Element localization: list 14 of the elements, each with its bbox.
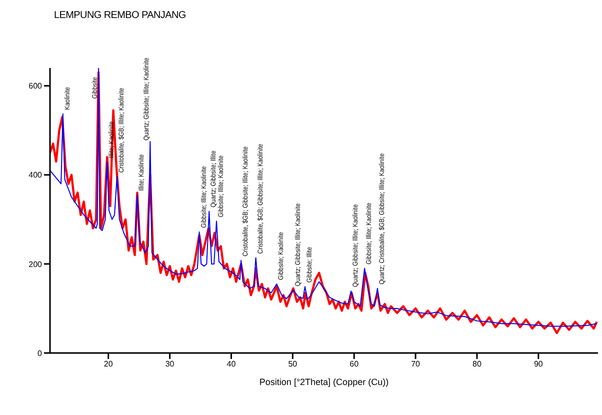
y-tick-label: 400 bbox=[28, 170, 43, 180]
x-tick-label: 30 bbox=[165, 360, 175, 369]
y-tick-label: 0 bbox=[38, 348, 43, 358]
x-tick-label: 50 bbox=[288, 360, 298, 369]
x-tick-label: 80 bbox=[472, 360, 482, 369]
y-tick-label: 200 bbox=[28, 260, 43, 269]
x-tick-label: 70 bbox=[411, 360, 421, 369]
x-axis-title: Position [°2Theta] (Copper (Cu)) bbox=[259, 377, 389, 387]
x-tick-label: 90 bbox=[534, 360, 544, 369]
y-tick-label: 600 bbox=[28, 82, 43, 91]
x-tick-label: 40 bbox=[226, 360, 236, 369]
x-tick-label: 20 bbox=[104, 360, 114, 369]
x-tick-label: 60 bbox=[350, 360, 360, 369]
chart-title: LEMPUNG REMBO PANJANG bbox=[54, 10, 186, 21]
